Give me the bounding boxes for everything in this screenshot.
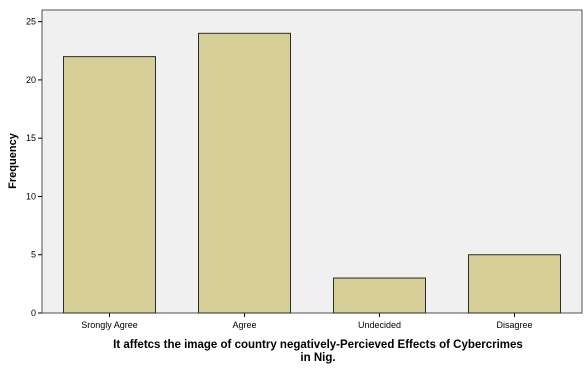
x-tick-label: Agree [232, 320, 256, 330]
y-tick-label: 15 [26, 133, 36, 143]
y-tick-label: 0 [31, 308, 36, 318]
bar-srongly-agree [63, 56, 156, 314]
y-tick-label: 10 [26, 191, 36, 201]
y-axis-title: Frequency [7, 132, 19, 189]
x-tick-label: Disagree [496, 320, 532, 330]
x-axis-title-line-1: It affetcs the image of country negative… [113, 339, 523, 351]
y-tick-label: 5 [31, 250, 36, 260]
bar-agree [198, 32, 291, 314]
x-axis-ticks: Srongly Agree Agree Undecided Disagree [81, 313, 533, 330]
y-tick-label: 25 [26, 17, 36, 27]
y-tick-label: 20 [26, 75, 36, 85]
y-axis-ticks: 0 5 10 15 20 25 [26, 17, 42, 318]
x-axis-title-line-2: in Nig. [300, 352, 335, 364]
bar-disagree [468, 254, 561, 314]
bars [63, 32, 561, 314]
bar-undecided [333, 277, 426, 314]
x-tick-label: Undecided [358, 320, 401, 330]
x-tick-label: Srongly Agree [81, 320, 138, 330]
